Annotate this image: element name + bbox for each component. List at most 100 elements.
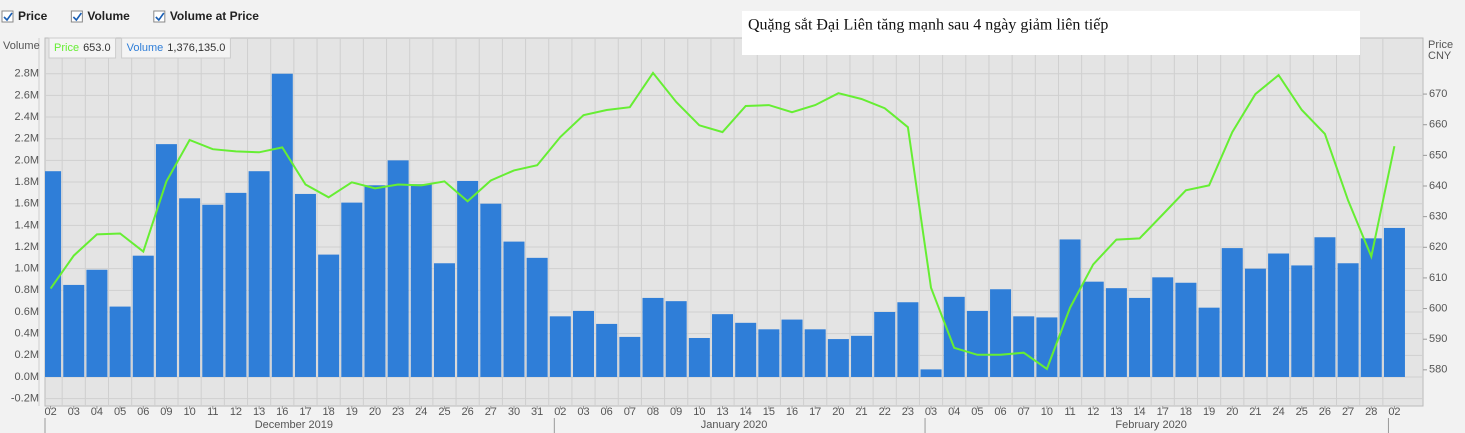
bar xyxy=(758,329,780,377)
bar xyxy=(1383,227,1405,377)
x-tick-label: 23 xyxy=(392,406,404,418)
y2-tick-label: 610 xyxy=(1429,272,1447,284)
x-tick-label: 03 xyxy=(577,406,589,418)
x-tick-label: 19 xyxy=(1203,406,1215,418)
bar xyxy=(897,302,919,377)
bar xyxy=(874,311,896,377)
x-tick-label: 22 xyxy=(879,406,891,418)
x-tick-label: 24 xyxy=(415,406,427,418)
bar xyxy=(1291,265,1313,377)
bar xyxy=(225,192,247,377)
toggle[interactable]: Volume xyxy=(70,9,130,23)
x-tick-label: 04 xyxy=(948,406,960,418)
y2-tick-label: 670 xyxy=(1429,88,1447,100)
x-tick-label: 19 xyxy=(346,406,358,418)
y-tick-label: 2.2M xyxy=(15,133,39,145)
y-tick-label: 1.2M xyxy=(15,241,39,253)
bar xyxy=(966,310,988,377)
x-tick-label: 26 xyxy=(462,406,474,418)
y-tick-label: 1.4M xyxy=(15,219,39,231)
checkbox[interactable] xyxy=(1,10,14,23)
x-tick-label: 12 xyxy=(230,406,242,418)
x-tick-label: 10 xyxy=(183,406,195,418)
bar xyxy=(851,335,873,377)
checkbox[interactable] xyxy=(153,10,166,23)
month-label: December 2019 xyxy=(255,419,333,431)
checkmark[interactable] xyxy=(3,12,13,22)
x-tick-label: 15 xyxy=(763,406,775,418)
x-tick-label: 25 xyxy=(1296,406,1308,418)
y2-tick-label: 580 xyxy=(1429,364,1447,376)
y2-tick-label: 640 xyxy=(1429,180,1447,192)
bar xyxy=(109,306,131,377)
x-tick-label: 26 xyxy=(1319,406,1331,418)
x-tick-label: 31 xyxy=(531,406,543,418)
x-tick-label: 17 xyxy=(809,406,821,418)
bar xyxy=(480,203,502,377)
y2-tick-label: 630 xyxy=(1429,211,1447,223)
readout-value: 1,376,135.0 xyxy=(167,42,225,54)
x-tick-label: 10 xyxy=(1041,406,1053,418)
y-tick-label: 0.2M xyxy=(15,349,39,361)
y-tick-label: 0.8M xyxy=(15,284,39,296)
bar xyxy=(735,322,757,377)
bar xyxy=(341,202,363,377)
x-tick-label: 25 xyxy=(438,406,450,418)
marks xyxy=(45,71,1405,377)
y2-axis-label: Price xyxy=(1428,39,1453,51)
x-tick-label: 14 xyxy=(1133,406,1145,418)
x-tick-label: 28 xyxy=(1365,406,1377,418)
x-tick-label: 03 xyxy=(925,406,937,418)
bar xyxy=(271,73,293,377)
bar xyxy=(572,310,594,377)
bar xyxy=(155,144,177,377)
bar xyxy=(63,284,85,377)
x-tick-label: 02 xyxy=(554,406,566,418)
y-axis-label: Volume xyxy=(3,40,40,52)
bar xyxy=(665,301,687,377)
x-tick-label: 02 xyxy=(44,406,56,418)
y-tick-label: 2.0M xyxy=(15,154,39,166)
bar xyxy=(1175,282,1197,377)
y2-axis-label: CNY xyxy=(1428,50,1452,62)
x-tick-label: 05 xyxy=(114,406,126,418)
x-tick-label: 23 xyxy=(902,406,914,418)
bar xyxy=(549,316,571,377)
bar xyxy=(1152,277,1174,377)
toggle[interactable]: Price xyxy=(1,9,48,23)
bar xyxy=(1268,253,1290,377)
x-tick-label: 02 xyxy=(1388,406,1400,418)
x-tick-label: 10 xyxy=(693,406,705,418)
checkbox[interactable] xyxy=(70,10,83,23)
x-tick-label: 11 xyxy=(1064,406,1075,418)
checkmark[interactable] xyxy=(155,12,165,22)
bar xyxy=(45,171,62,377)
y2-tick-label: 620 xyxy=(1429,241,1447,253)
x-tick-label: 17 xyxy=(1157,406,1169,418)
x-tick-label: 13 xyxy=(253,406,265,418)
x-tick-label: 13 xyxy=(716,406,728,418)
toggle-label[interactable]: Volume at Price xyxy=(170,9,259,23)
x-tick-label: 06 xyxy=(137,406,149,418)
y2-tick-label: 590 xyxy=(1429,333,1447,345)
x-tick-label: 14 xyxy=(740,406,752,418)
toggle-label[interactable]: Price xyxy=(18,9,48,23)
bar xyxy=(1129,297,1151,377)
x-tick-label: 27 xyxy=(1342,406,1354,418)
bar xyxy=(410,184,432,377)
bar xyxy=(619,336,641,377)
bar xyxy=(1198,307,1220,377)
y-tick-label: 1.8M xyxy=(15,176,39,188)
checkmark[interactable] xyxy=(72,12,83,22)
readout-name: Price xyxy=(54,42,79,54)
top: Price Volume Volume at Price Price 653.0 Volu… xyxy=(1,9,259,59)
toggle[interactable]: Volume at Price xyxy=(153,9,259,23)
bar xyxy=(990,289,1012,377)
bar xyxy=(1105,288,1127,377)
x-tick-label: 03 xyxy=(68,406,80,418)
toggle-label[interactable]: Volume xyxy=(87,9,130,23)
x-tick-label: 06 xyxy=(994,406,1006,418)
bar xyxy=(86,269,108,377)
x-tick-label: 16 xyxy=(786,406,798,418)
